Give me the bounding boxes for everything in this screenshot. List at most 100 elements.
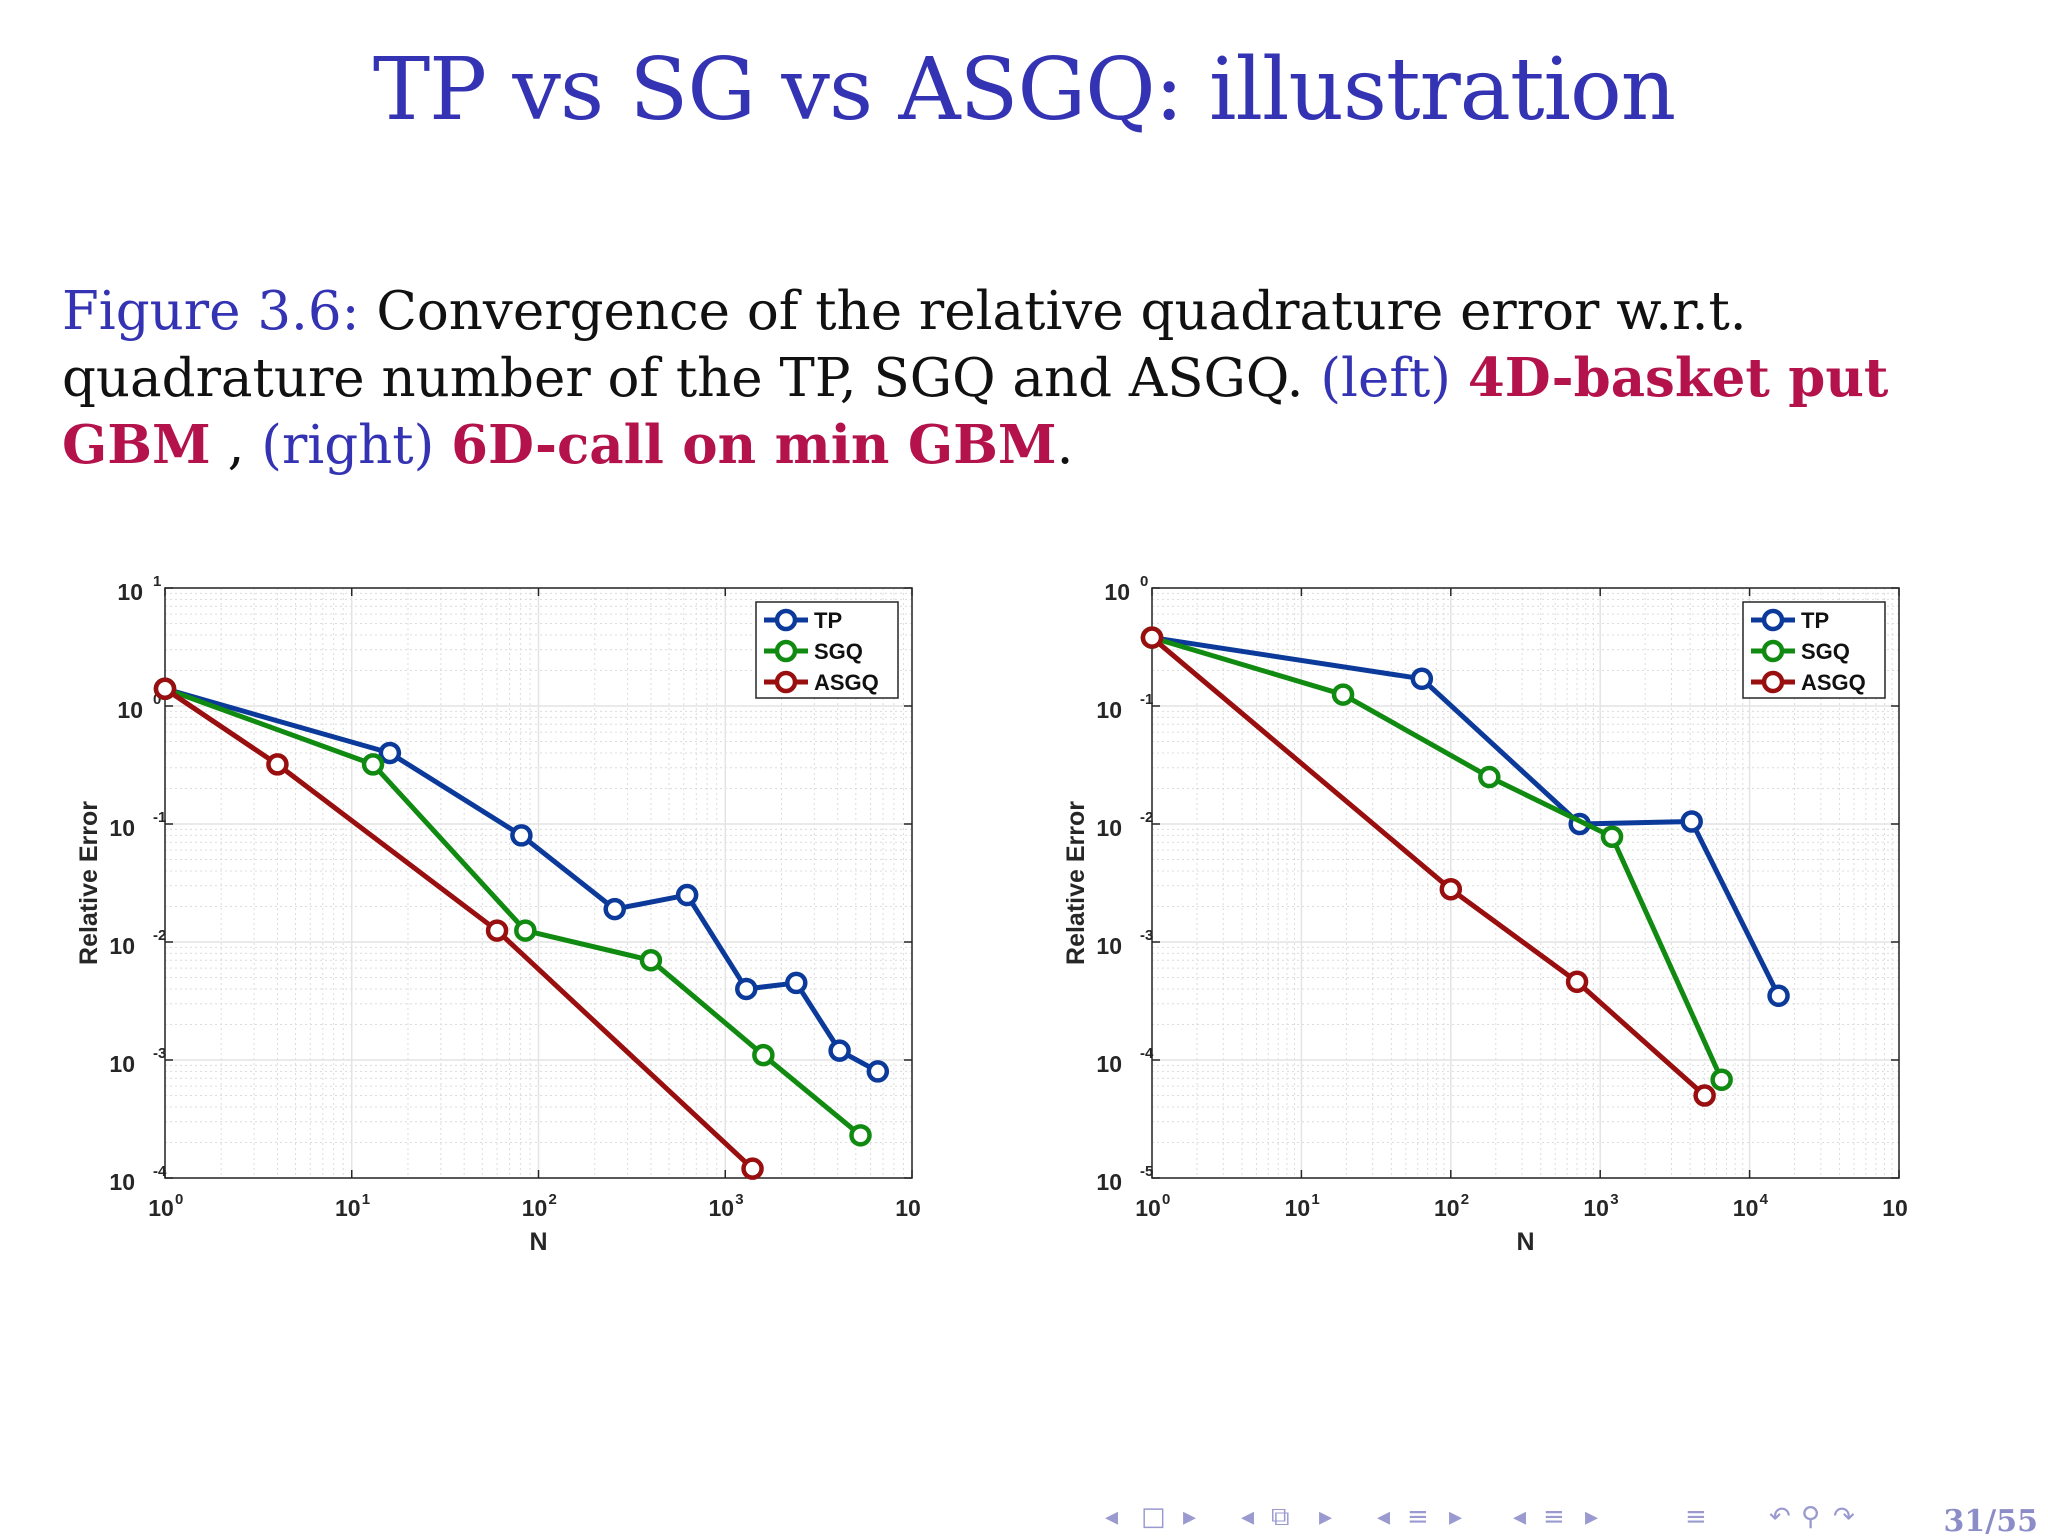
- data-point-tp: [866, 1060, 890, 1083]
- caption-text: Convergence of the relative quadrature e…: [62, 281, 1747, 409]
- y-axis-label: Relative Error: [75, 801, 103, 965]
- y-tick-label-exp: -1: [153, 809, 166, 826]
- data-point-tp: [735, 977, 758, 1001]
- axes-box: [1151, 587, 1900, 1179]
- data-point-tp: [675, 883, 699, 907]
- legend-label: ASGQ: [814, 670, 879, 695]
- axis-ticks: [1151, 587, 1900, 1179]
- y-tick-label: 10 0: [117, 691, 161, 723]
- x-tick-label-base: 10: [708, 1195, 734, 1221]
- caption-end: .: [1056, 415, 1074, 476]
- nav-section-icon[interactable]: ≡: [1407, 1502, 1429, 1532]
- y-tick-label-base: 10: [109, 1169, 135, 1195]
- x-tick-label-exp: 4: [1760, 1191, 1769, 1208]
- x-tick-label-base: 10: [1583, 1195, 1609, 1221]
- x-tick-label-base: 10: [1882, 1195, 1907, 1221]
- slide-title: TP vs SG vs ASGQ: illustration: [372, 40, 1676, 140]
- x-axis-label: N: [529, 1228, 547, 1256]
- data-point-asgq: [1565, 970, 1589, 994]
- legend-item-tp: TP: [764, 608, 842, 633]
- legend-marker: [1761, 639, 1785, 663]
- data-point-asgq: [1140, 626, 1164, 649]
- legend: TP SGQ ASGQ: [755, 601, 899, 699]
- caption-left-title: 4D-basket put GBM: [62, 347, 1889, 476]
- x-tick-label: 10 1: [335, 1191, 370, 1221]
- x-tick-label-base: 10: [895, 1195, 920, 1221]
- page-number: 31/55: [1943, 1504, 2038, 1539]
- y-tick-label-exp: 0: [1140, 573, 1148, 590]
- legend-marker: [774, 639, 798, 663]
- nav-back-icon[interactable]: ↶: [1769, 1502, 1791, 1532]
- nav-doc-icon[interactable]: ≡: [1543, 1502, 1565, 1532]
- y-tick-label: 10 -4: [1096, 1045, 1154, 1077]
- x-tick-label-exp: 0: [175, 1191, 183, 1208]
- series-asgq: [1140, 626, 1716, 1107]
- nav-subsection-next-icon[interactable]: ▸: [1319, 1502, 1333, 1532]
- y-tick-label: 10 -5: [1096, 1163, 1153, 1195]
- nav-doc-prev-icon[interactable]: ◂: [1513, 1502, 1527, 1532]
- nav-subsection-prev-icon[interactable]: ◂: [1241, 1502, 1255, 1532]
- y-tick-label-base: 10: [109, 815, 135, 841]
- data-point-sgq: [752, 1043, 775, 1067]
- data-point-tp: [378, 741, 402, 765]
- y-tick-label-base: 10: [1096, 697, 1122, 723]
- y-tick-label-exp: 1: [153, 573, 161, 590]
- y-tick-label-exp: -2: [1140, 809, 1153, 826]
- x-tick-label-base: 10: [522, 1195, 548, 1221]
- x-tick-label-base: 10: [148, 1195, 174, 1221]
- x-tick-label-exp: 1: [1311, 1191, 1319, 1208]
- x-tick-label-base: 10: [335, 1195, 361, 1221]
- y-tick-label-base: 10: [1096, 1051, 1122, 1077]
- nav-section-next-icon[interactable]: ▸: [1449, 1502, 1463, 1532]
- nav-subsection-icon[interactable]: ⧉: [1271, 1502, 1290, 1532]
- nav-section-prev-icon[interactable]: ◂: [1377, 1502, 1391, 1532]
- y-tick-label-base: 10: [1096, 933, 1122, 959]
- nav-forward-icon[interactable]: ↷: [1833, 1502, 1855, 1532]
- nav-appendix-icon[interactable]: ≡: [1685, 1502, 1707, 1532]
- data-point-asgq: [485, 919, 509, 942]
- x-tick-label-exp: 1: [362, 1191, 370, 1208]
- nav-frame-next-icon[interactable]: ▸: [1183, 1502, 1197, 1532]
- legend-label: TP: [1801, 608, 1829, 633]
- y-tick-label: 10 1: [117, 573, 161, 605]
- legend-marker: [774, 608, 798, 632]
- legend-label: SGQ: [814, 639, 863, 664]
- x-tick-label-exp: 0: [1162, 1191, 1170, 1208]
- axis-ticks: [164, 587, 913, 1179]
- nav-search-icon[interactable]: ⚲: [1801, 1502, 1821, 1532]
- y-tick-label-exp: -4: [1140, 1045, 1154, 1062]
- data-point-sgq: [1331, 683, 1355, 706]
- y-tick-label-exp: -2: [153, 927, 166, 944]
- data-point-tp: [510, 824, 533, 847]
- series-asgq: [153, 677, 764, 1180]
- x-tick-label-exp: 3: [1610, 1191, 1618, 1208]
- nav-doc-next-icon[interactable]: ▸: [1585, 1502, 1599, 1532]
- x-tick-label: 10 1: [1285, 1191, 1320, 1221]
- x-tick-label-exp: 2: [549, 1191, 557, 1208]
- data-point-asgq: [741, 1157, 764, 1180]
- data-point-asgq: [153, 677, 177, 701]
- y-tick-label-base: 10: [109, 1051, 135, 1077]
- nav-frame-prev-icon[interactable]: ◂: [1105, 1502, 1119, 1532]
- y-tick-label: 10 -3: [1096, 927, 1153, 959]
- x-tick-label: 10 0: [1135, 1191, 1170, 1221]
- y-axis-label: Relative Error: [1062, 801, 1090, 965]
- x-tick-label: 10 2: [522, 1191, 557, 1221]
- x-tick-label: 10 3: [708, 1191, 743, 1221]
- x-tick-label-exp: 3: [735, 1191, 743, 1208]
- y-tick-label-base: 10: [1096, 1169, 1122, 1195]
- x-tick-label: 104: [895, 1195, 920, 1221]
- legend-item-sgq: SGQ: [764, 639, 863, 664]
- nav-frame-icon[interactable]: □: [1141, 1502, 1166, 1532]
- data-point-tp: [828, 1039, 851, 1062]
- legend-marker: [1761, 608, 1785, 632]
- legend-marker: [774, 670, 798, 694]
- y-tick-label-exp: -5: [1140, 1163, 1153, 1180]
- y-tick-label-base: 10: [117, 697, 143, 723]
- data-point-tp: [603, 897, 626, 921]
- data-point-asgq: [1439, 877, 1463, 901]
- data-point-sgq: [639, 949, 663, 972]
- y-tick-label-base: 10: [1104, 579, 1130, 605]
- y-tick-label: 10 -1: [109, 809, 166, 841]
- data-point-sgq: [361, 753, 385, 776]
